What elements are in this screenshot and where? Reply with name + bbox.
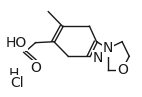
Text: HO: HO — [6, 36, 27, 50]
Text: O: O — [117, 63, 128, 77]
Text: N: N — [103, 42, 113, 55]
Text: Cl: Cl — [10, 76, 24, 90]
Text: N: N — [93, 51, 103, 65]
Text: H: H — [9, 67, 19, 81]
Text: O: O — [30, 61, 41, 75]
